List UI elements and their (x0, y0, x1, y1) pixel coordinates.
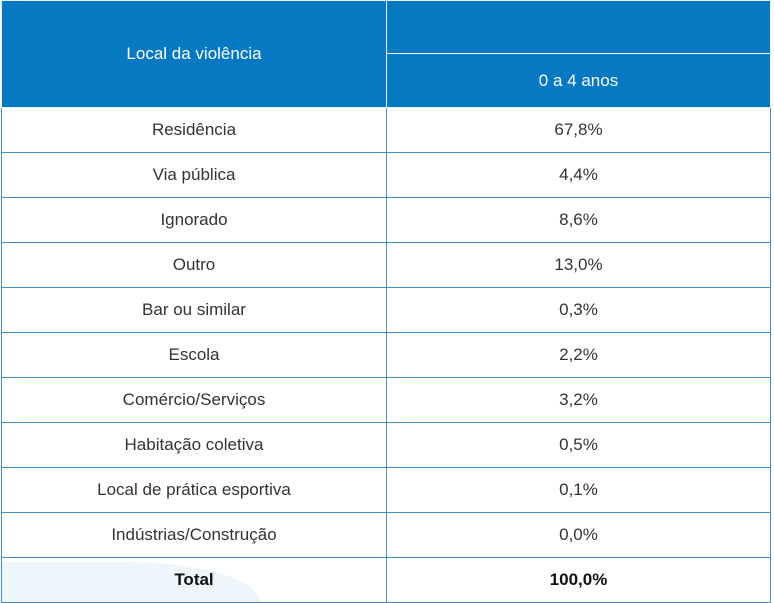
table-row: Comércio/Serviços 3,2% (1, 377, 771, 423)
cell-local: Habitação coletiva (1, 422, 387, 468)
cell-value: 8,6% (386, 197, 771, 243)
table-row: Local de prática esportiva 0,1% (1, 467, 771, 513)
total-label: Total (1, 557, 387, 603)
cell-value: 2,2% (386, 332, 771, 378)
table-row: Escola 2,2% (1, 332, 771, 378)
cell-local: Escola (1, 332, 387, 378)
cell-value: 4,4% (386, 152, 771, 198)
cell-value: 0,3% (386, 287, 771, 333)
table-row: Ignorado 8,6% (1, 197, 771, 243)
table-row: Habitação coletiva 0,5% (1, 422, 771, 468)
cell-value: 13,0% (386, 242, 771, 288)
header-age-group: 0 a 4 anos (386, 53, 771, 108)
table-row: Residência 67,8% (1, 107, 771, 153)
cell-local: Comércio/Serviços (1, 377, 387, 423)
table-row: Via pública 4,4% (1, 152, 771, 198)
total-value: 100,0% (386, 557, 771, 603)
table-row: Outro 13,0% (1, 242, 771, 288)
table-row: Indústrias/Construção 0,0% (1, 512, 771, 558)
table-row: Bar ou similar 0,3% (1, 287, 771, 333)
header-group (386, 0, 771, 54)
cell-value: 0,0% (386, 512, 771, 558)
cell-local: Residência (1, 107, 387, 153)
cell-local: Bar ou similar (1, 287, 387, 333)
cell-local: Indústrias/Construção (1, 512, 387, 558)
cell-value: 3,2% (386, 377, 771, 423)
header-local: Local da violência (1, 0, 387, 108)
total-row: Total 100,0% (1, 557, 771, 603)
cell-value: 67,8% (386, 107, 771, 153)
cell-local: Local de prática esportiva (1, 467, 387, 513)
cell-local: Via pública (1, 152, 387, 198)
cell-local: Outro (1, 242, 387, 288)
cell-value: 0,1% (386, 467, 771, 513)
cell-value: 0,5% (386, 422, 771, 468)
cell-local: Ignorado (1, 197, 387, 243)
